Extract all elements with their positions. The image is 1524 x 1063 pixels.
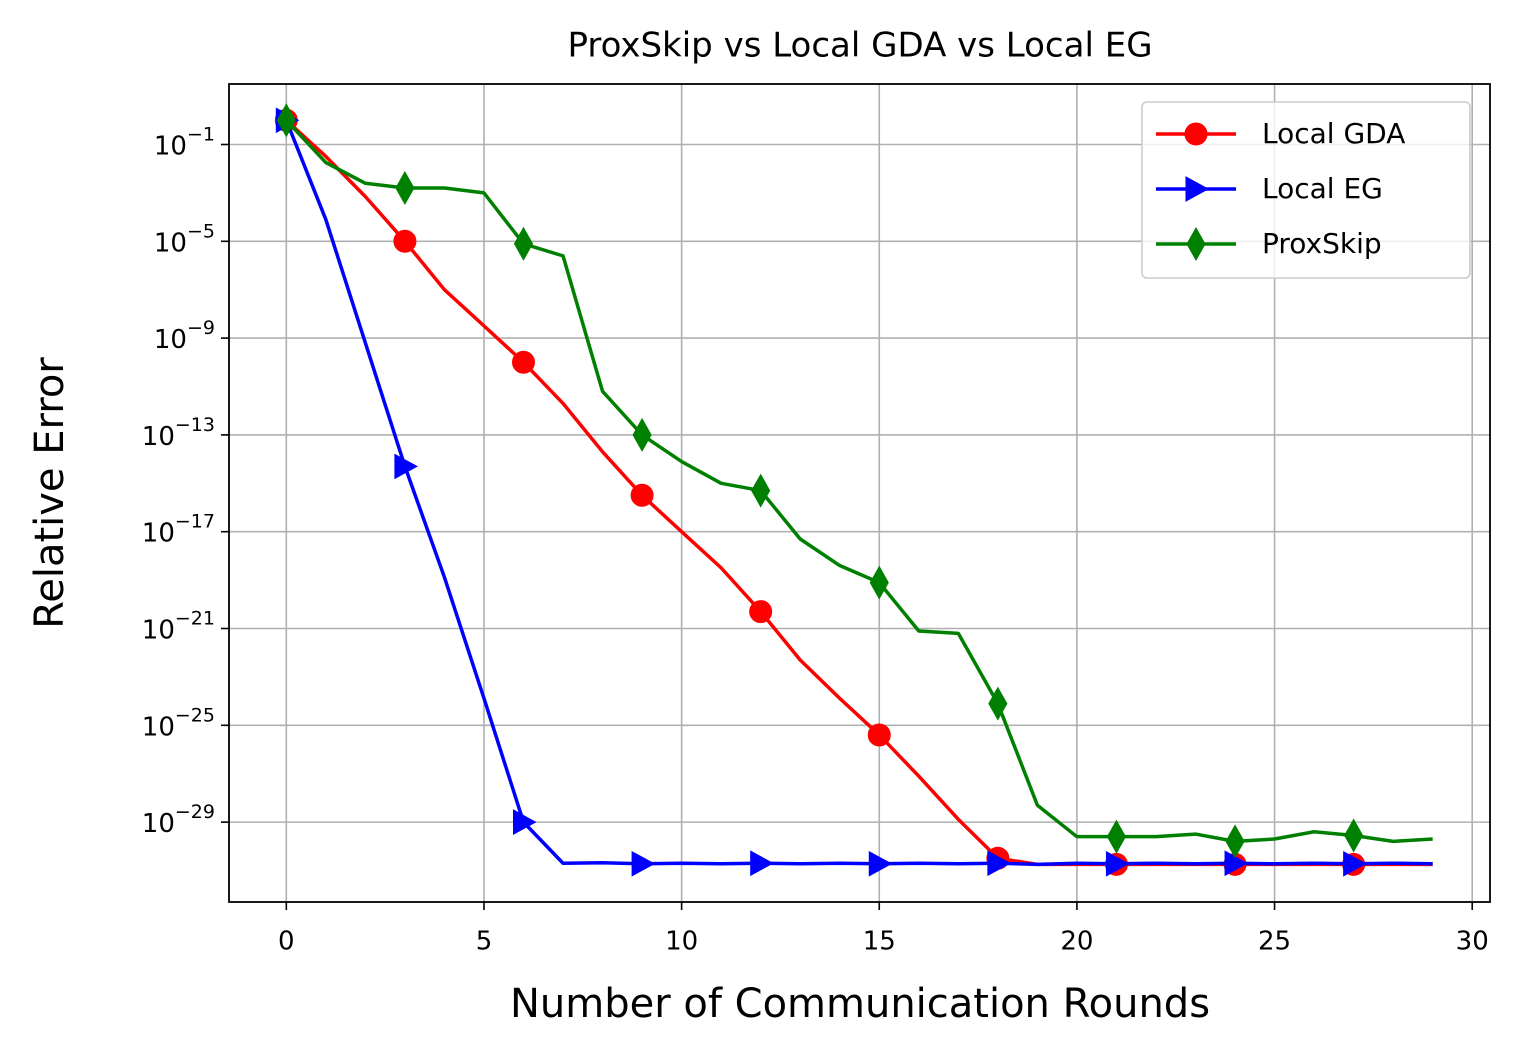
y-tick-label: 10−9 [154,317,215,355]
y-tick-label: 10−1 [154,123,215,161]
x-tick-label: 15 [863,927,896,957]
marker [395,170,415,205]
y-tick-label: 10−13 [142,413,215,451]
marker [1225,824,1245,859]
x-tick-label: 5 [476,927,493,957]
marker [631,850,656,877]
marker [750,850,774,877]
chart-title: ProxSkip vs Local GDA vs Local EG [567,26,1152,66]
x-tick-label: 30 [1456,927,1489,957]
y-tick-label: 10−17 [142,510,215,548]
x-tick-label: 20 [1060,927,1093,957]
legend-label: Local GDA [1262,117,1405,150]
x-axis-label: Number of Communication Rounds [510,981,1210,1027]
y-tick-label: 10−25 [142,704,215,742]
y-tick-label: 10−21 [142,607,215,645]
marker [869,565,889,600]
x-tick-label: 10 [665,927,698,957]
x-tick-label: 25 [1258,927,1291,957]
y-axis-label: Relative Error [27,357,73,629]
marker [749,600,773,624]
marker [1106,819,1127,854]
marker [632,417,652,452]
marker [630,483,654,507]
marker [1224,850,1249,877]
plot-frame [228,83,1491,903]
legend-label: ProxSkip [1262,227,1382,260]
marker [868,850,893,877]
marker [751,473,771,508]
marker [1343,850,1367,877]
marker [988,686,1008,721]
marker [1105,850,1130,877]
marker [987,850,1011,877]
x-tick-label: 0 [278,927,295,957]
marker [276,103,296,138]
marker [1344,818,1364,853]
legend-box [1141,101,1471,279]
marker [513,226,534,261]
marker [1185,176,1210,202]
marker [1184,122,1208,146]
marker [511,350,535,374]
marker [394,453,418,480]
legend-label: Local EG [1262,172,1383,205]
marker [867,723,891,747]
marker [393,229,417,253]
marker [512,809,537,835]
marker [1186,226,1206,262]
y-tick-label: 10−5 [154,220,215,258]
y-tick-label: 10−29 [142,801,215,839]
